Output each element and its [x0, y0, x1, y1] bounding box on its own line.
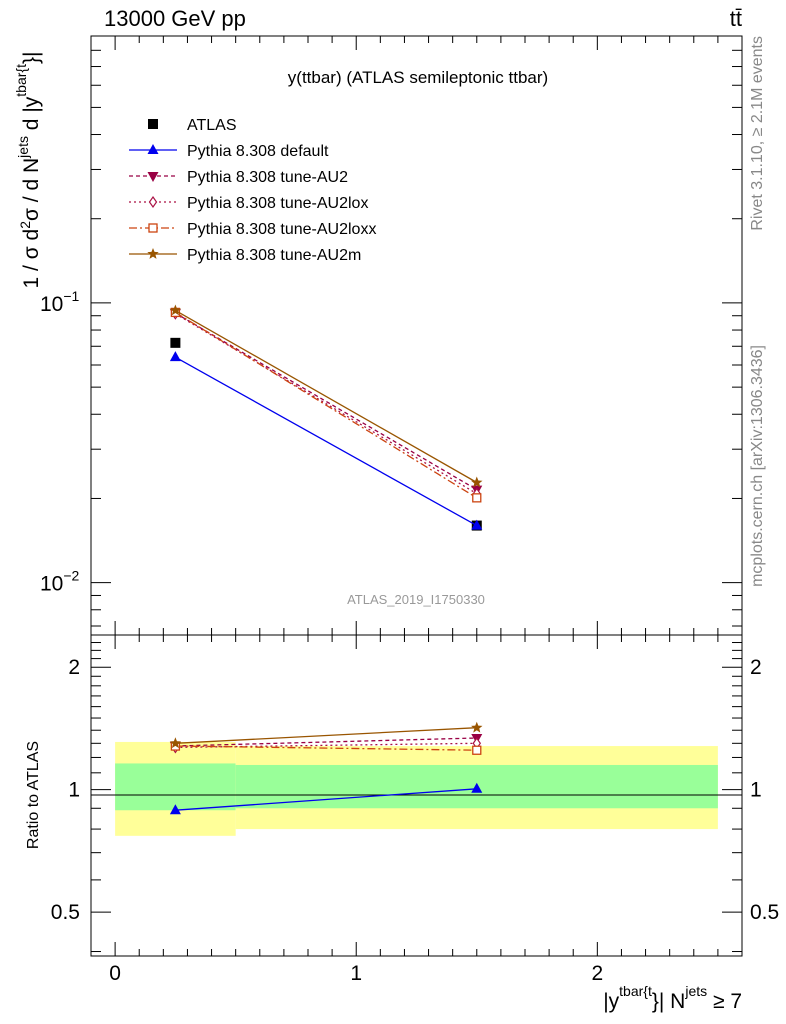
ratio-line-au2 [175, 737, 477, 747]
x-tick-label: 1 [350, 962, 362, 985]
main-series-default [169, 351, 483, 530]
legend-label-au2m: Pythia 8.308 tune-AU2m [187, 247, 361, 264]
legend: ATLAS Pythia 8.308 default Pythia 8.308 tu… [129, 117, 376, 264]
ratio-frame [90, 634, 743, 957]
legend-entry-au2lox: Pythia 8.308 tune-AU2lox [129, 195, 368, 212]
ratio-series-default [169, 782, 483, 815]
legend-label-au2loxx: Pythia 8.308 tune-AU2loxx [187, 221, 376, 238]
legend-label-atlas: ATLAS [187, 117, 237, 134]
main-point-au2loxx [472, 493, 482, 503]
main-series-au2lox [171, 307, 482, 500]
main-series-au2 [169, 309, 483, 496]
legend-entry-au2m: Pythia 8.308 tune-AU2m [129, 247, 361, 264]
process-label: tt̄ [730, 6, 742, 31]
main-series-au2m [169, 304, 483, 488]
legend-marker-atlas [148, 119, 158, 129]
svg-text:1 / σ d2σ / d Njets d |ytbar{t: 1 / σ d2σ / d Njets d |ytbar{t}| [13, 52, 43, 289]
ratio-point-au2m [169, 737, 182, 749]
main-point-au2m [169, 304, 182, 316]
uncertainty-band-inner [115, 763, 236, 811]
main-point-default [169, 351, 181, 362]
legend-marker-au2loxx [148, 223, 158, 233]
main-line-au2m [175, 309, 478, 484]
legend-label-default: Pythia 8.308 default [187, 143, 329, 160]
legend-entry-au2loxx: Pythia 8.308 tune-AU2loxx [129, 221, 376, 238]
y-tick-label-right: 1 [750, 779, 762, 802]
energy-label: 13000 GeV pp [104, 6, 246, 31]
plot-title: y(ttbar) (ATLAS semileptonic ttbar) [288, 68, 548, 87]
main-line-au2 [175, 312, 478, 491]
x-axis-label: |ytbar{t}| Njets ≥ 7 [603, 983, 742, 1013]
x-tick-label: 2 [591, 962, 603, 985]
main-panel: 10−1 10−2 y(ttbar) (ATLAS semileptonic tt… [13, 35, 743, 636]
main-series-au2loxx [170, 307, 482, 503]
ratio-line-au2m [175, 727, 477, 744]
x-tick-label: 0 [109, 962, 121, 985]
main-point-au2m [471, 476, 483, 488]
legend-marker-au2m [147, 248, 159, 259]
y-tick-label: 10−2 [40, 568, 80, 596]
y-tick-label: 10−1 [40, 288, 80, 316]
legend-entry-au2: Pythia 8.308 tune-AU2 [129, 169, 348, 186]
main-point-default [471, 519, 483, 530]
rivet-version-label: Rivet 3.1.10, ≥ 2.1M events [749, 36, 766, 231]
legend-marker-au2lox [148, 195, 158, 209]
y-tick-label: 2 [68, 656, 80, 679]
legend-label-au2lox: Pythia 8.308 tune-AU2lox [187, 195, 368, 212]
source-label: mcplots.cern.ch [arXiv:1306.3436] [749, 345, 766, 587]
ratio-series-au2m [169, 721, 483, 749]
analysis-label: ATLAS_2019_I1750330 [347, 592, 485, 607]
y-axis-label-main: 1 / σ d2σ / d Njets d |ytbar{t}| [13, 52, 43, 289]
legend-entry-default: Pythia 8.308 default [129, 143, 329, 160]
legend-marker-default [147, 144, 159, 154]
y-tick-label: 0.5 [51, 901, 80, 924]
legend-entry-atlas: ATLAS [148, 117, 237, 134]
main-line-au2loxx [175, 311, 478, 499]
ratio-line-default [175, 788, 477, 811]
ratio-point-au2m [471, 721, 483, 733]
ratio-panel: 0 1 2 0.5 0.5 1 1 2 2 Ratio to ATLAS |ytbar{t}| … [25, 634, 779, 1013]
y-tick-label: 1 [68, 779, 80, 802]
y-axis-label-ratio: Ratio to ATLAS [25, 741, 42, 849]
ratio-point-default [471, 782, 483, 793]
ratio-point-au2loxx [472, 745, 482, 755]
legend-marker-au2 [147, 172, 159, 182]
ratio-line-au2loxx [175, 745, 477, 751]
legend-label-au2: Pythia 8.308 tune-AU2 [187, 169, 348, 186]
y-tick-label-right: 2 [750, 656, 762, 679]
main-line-au2lox [175, 313, 478, 495]
ratio-point-default [169, 804, 181, 815]
main-point-atlas [170, 337, 181, 348]
y-tick-label-right: 0.5 [750, 901, 779, 924]
svg-text:|ytbar{t}| Njets ≥ 7: |ytbar{t}| Njets ≥ 7 [603, 983, 742, 1013]
main-line-default [175, 356, 478, 527]
